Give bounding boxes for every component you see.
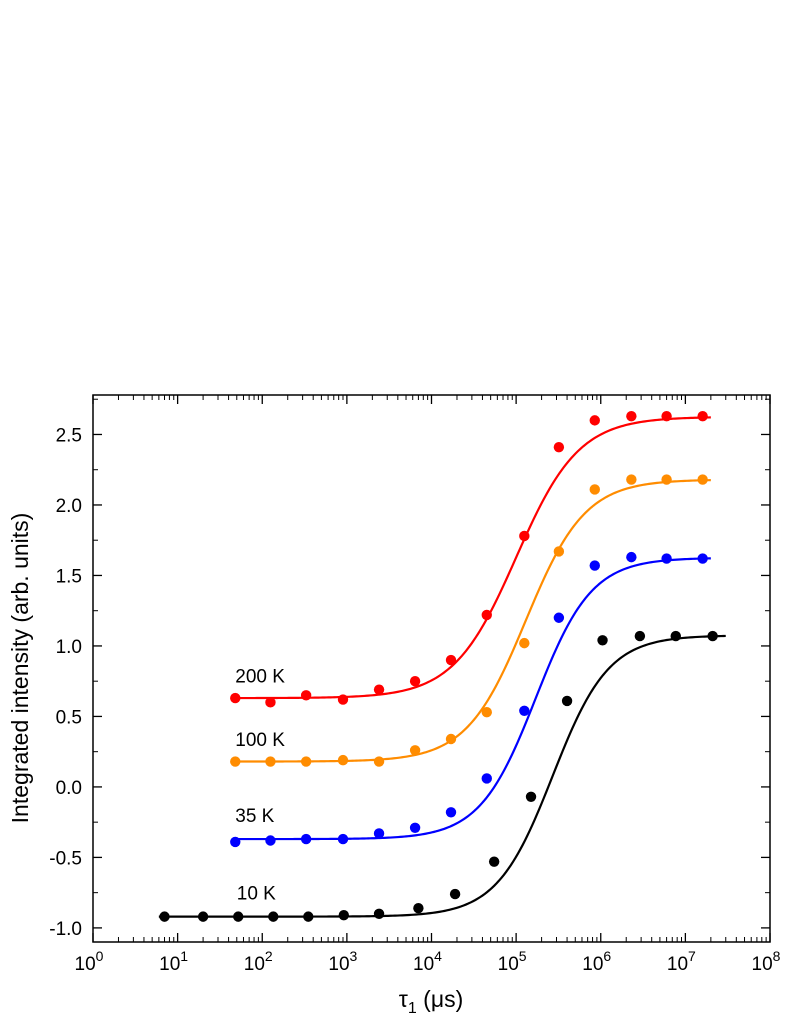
axis-ticks: 100 101 102 103 104 105 106 107 108 -1.0 -0.5 0.0 0.… <box>49 395 781 975</box>
data-point-10-k <box>707 630 718 642</box>
x-axis-title: τ1 (μs) <box>399 986 463 1017</box>
fit-curves <box>158 416 726 918</box>
y-tick-label: 2.0 <box>56 496 82 517</box>
x-tick-label: 105 <box>498 948 527 975</box>
data-point-100-k <box>230 756 241 767</box>
fit-curve-35-k <box>232 557 711 841</box>
data-point-100-k <box>697 474 708 485</box>
x-tick-label: 106 <box>582 948 611 975</box>
data-point-10-k <box>525 791 537 802</box>
data-point-200-k <box>553 441 565 453</box>
series-labels: 10 K 35 K 100 K 200 K <box>235 667 285 905</box>
data-point-35-k <box>481 773 492 784</box>
x-tick-label: 102 <box>244 948 273 975</box>
data-point-200-k <box>409 675 421 687</box>
data-point-200-k <box>481 609 492 621</box>
data-point-10-k <box>197 911 209 922</box>
data-point-10-k <box>373 908 385 920</box>
data-point-35-k <box>589 560 600 571</box>
data-point-100-k <box>265 756 276 767</box>
data-point-100-k <box>519 637 530 649</box>
data-point-100-k <box>373 756 385 767</box>
data-point-100-k <box>409 745 421 756</box>
data-point-35-k <box>230 836 241 848</box>
data-point-10-k <box>268 911 279 922</box>
data-point-10-k <box>597 635 608 646</box>
y-tick-label: 2.5 <box>56 425 82 446</box>
data-point-35-k <box>373 828 385 839</box>
data-point-10-k <box>634 630 646 642</box>
x-tick-label: 103 <box>328 948 357 975</box>
data-point-200-k <box>697 410 708 422</box>
data-point-35-k <box>661 553 672 564</box>
fit-curve-200-k <box>232 416 711 700</box>
data-point-200-k <box>626 410 637 422</box>
data-point-100-k <box>589 484 600 495</box>
y-tick-label: 0.0 <box>56 778 82 799</box>
data-point-100-k <box>481 707 492 718</box>
data-point-200-k <box>230 692 241 704</box>
data-point-10-k <box>233 911 244 922</box>
data-point-35-k <box>265 835 276 846</box>
data-point-35-k <box>519 705 530 716</box>
data-point-200-k <box>337 694 349 705</box>
data-point-35-k <box>697 553 708 564</box>
data-point-35-k <box>337 833 349 845</box>
data-point-10-k <box>561 695 573 707</box>
x-tick-label: 100 <box>75 948 104 975</box>
data-point-10-k <box>338 910 350 921</box>
data-point-200-k <box>589 415 600 426</box>
fit-curve-100-k <box>232 479 711 763</box>
data-point-35-k <box>553 612 565 623</box>
data-point-100-k <box>553 546 565 557</box>
data-point-100-k <box>445 733 457 745</box>
data-point-10-k <box>413 902 424 914</box>
y-tick-label: 0.5 <box>56 707 82 728</box>
y-tick-label: 1.5 <box>56 566 82 587</box>
y-axis-title: Integrated intensity (arb. units) <box>7 513 33 824</box>
x-tick-label: 101 <box>159 948 188 975</box>
data-point-100-k <box>300 756 312 767</box>
data-point-200-k <box>373 684 385 695</box>
series-label-100-k: 100 K <box>235 730 285 751</box>
data-point-35-k <box>626 551 637 563</box>
data-point-10-k <box>670 630 681 642</box>
data-point-200-k <box>445 654 457 666</box>
data-point-200-k <box>300 690 312 701</box>
data-point-35-k <box>300 833 312 845</box>
data-points <box>159 410 718 922</box>
series-label-10-k: 10 K <box>237 884 276 905</box>
data-point-200-k <box>519 530 530 542</box>
data-point-10-k <box>449 888 461 900</box>
data-point-100-k <box>337 754 349 766</box>
data-point-10-k <box>159 911 170 922</box>
data-point-35-k <box>445 807 457 818</box>
data-point-200-k <box>265 697 276 708</box>
fit-curve-10-k <box>158 634 726 918</box>
x-tick-label: 104 <box>413 948 442 975</box>
data-point-10-k <box>303 911 314 922</box>
series-label-35-k: 35 K <box>235 806 274 827</box>
data-point-100-k <box>661 474 672 485</box>
data-point-35-k <box>409 822 421 834</box>
data-point-10-k <box>488 856 500 867</box>
data-point-200-k <box>661 410 672 422</box>
y-tick-label: -1.0 <box>49 919 82 940</box>
y-tick-label: 1.0 <box>56 637 82 658</box>
series-label-200-k: 200 K <box>235 667 285 688</box>
x-tick-label: 108 <box>752 948 781 975</box>
x-tick-label: 107 <box>667 948 696 975</box>
y-tick-label: -0.5 <box>49 848 82 869</box>
data-point-100-k <box>626 474 637 485</box>
